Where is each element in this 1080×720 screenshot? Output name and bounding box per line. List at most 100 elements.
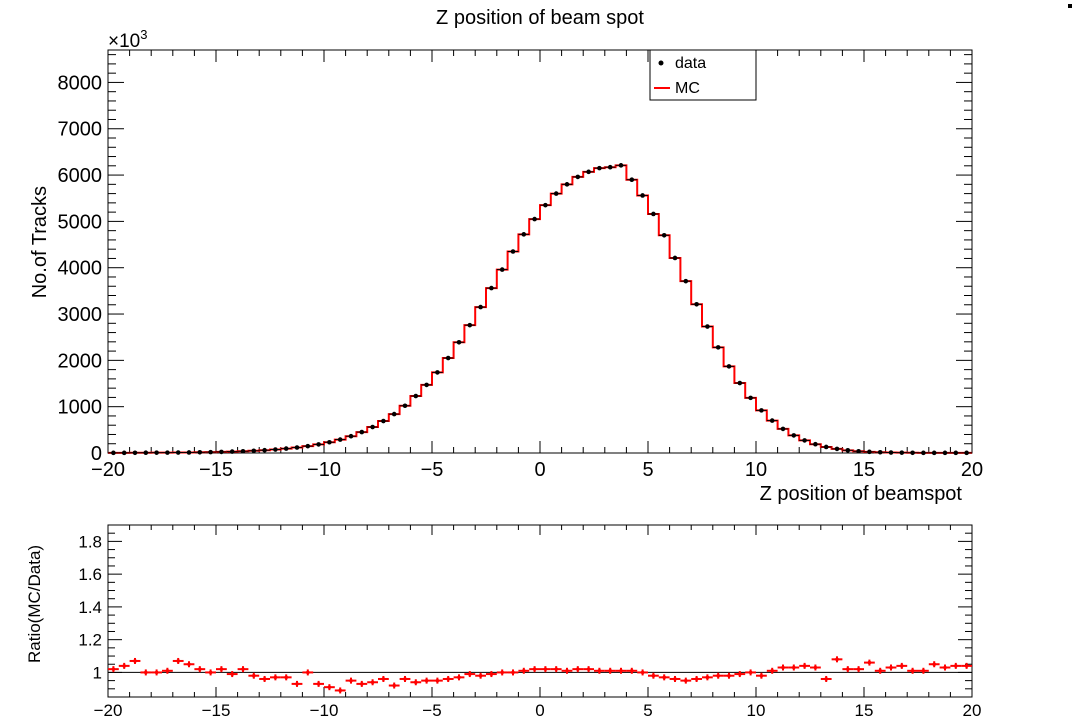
ratio-x-tick-label: 15 (855, 701, 874, 720)
ratio-point (198, 667, 202, 671)
ratio-point (662, 675, 666, 680)
ratio-point (403, 677, 407, 681)
data-point (478, 304, 483, 310)
ratio-point (511, 670, 515, 675)
ratio-point (111, 667, 116, 671)
ratio-point (889, 665, 893, 670)
y-tick-label: 7000 (58, 119, 103, 141)
ratio-point (154, 670, 159, 675)
data-point (186, 450, 192, 455)
data-point (219, 449, 224, 455)
data-point (802, 438, 807, 443)
data-point (111, 450, 116, 456)
x-tick-label: −20 (91, 459, 125, 481)
ratio-point (619, 668, 623, 673)
ratio-point (360, 682, 364, 686)
ratio-x-tick-labels: −20 −15 −10 −5 0 5 10 15 20 (94, 701, 982, 720)
ratio-point (770, 668, 774, 673)
ratio-point (878, 668, 882, 673)
data-point (888, 450, 894, 455)
mc-step-line (108, 164, 972, 454)
data-point (283, 446, 289, 451)
data-point (175, 450, 181, 455)
data-point (402, 403, 408, 409)
data-point (294, 445, 300, 450)
ratio-point (500, 670, 505, 675)
ratio-y-tick-label: 1.4 (78, 598, 102, 617)
data-point (370, 424, 375, 430)
data-point (305, 443, 311, 449)
data-point (953, 450, 959, 456)
data-point (694, 302, 699, 307)
ratio-point (727, 673, 731, 678)
ratio-point (867, 660, 872, 665)
data-point (208, 449, 213, 455)
data-point (327, 439, 332, 445)
ratio-point (694, 677, 699, 681)
ratio-point (273, 675, 278, 680)
data-point (931, 450, 937, 456)
ratio-plot-frame (107, 524, 973, 698)
ratio-y-tick-label: 1 (93, 663, 102, 682)
ratio-point (489, 672, 494, 676)
data-point (942, 450, 948, 456)
ratio-point (262, 677, 267, 681)
ratio-point (349, 678, 353, 683)
data-point (337, 437, 343, 442)
y-multiplier: ×103 (108, 27, 147, 52)
ratio-point (338, 688, 343, 693)
ratio-point (370, 680, 375, 685)
ratio-point (921, 668, 926, 673)
ratio-point (522, 668, 526, 673)
data-point (759, 408, 764, 413)
x-tick-label: −5 (421, 459, 444, 481)
data-point (240, 448, 246, 454)
data-point (899, 450, 905, 455)
ratio-point (586, 667, 591, 671)
ratio-point (576, 667, 580, 671)
ratio-points (108, 656, 972, 694)
legend-data-marker (658, 60, 664, 66)
data-point (910, 450, 915, 456)
ratio-point (327, 685, 332, 689)
ratio-point (306, 670, 310, 675)
ratio-point (252, 673, 256, 678)
ratio-point (651, 673, 656, 678)
data-point (921, 450, 926, 456)
y-tick-label: 5000 (58, 211, 103, 233)
ratio-point (165, 668, 170, 673)
data-point (348, 433, 354, 439)
y-tick-label: 6000 (58, 165, 103, 187)
ratio-point (716, 673, 720, 678)
data-point (197, 450, 203, 455)
x-tick-label: 15 (853, 459, 875, 481)
y-tick-label: 4000 (58, 258, 103, 280)
legend-mc-label: MC (675, 80, 700, 97)
data-point (229, 449, 235, 454)
data-point (877, 449, 883, 455)
ratio-point (532, 667, 537, 671)
ratio-x-tick-label: 5 (643, 701, 652, 720)
ratio-point (316, 682, 321, 686)
data-point (618, 163, 624, 168)
y-tick-label: 2000 (58, 350, 103, 372)
data-point (143, 450, 149, 456)
ratio-x-tick-label: 20 (963, 701, 982, 720)
ratio-point (219, 667, 224, 671)
ratio-point (781, 665, 785, 670)
data-point (780, 426, 786, 432)
x-tick-label: −10 (307, 459, 341, 481)
x-tick-label: 10 (745, 459, 767, 481)
ratio-panel: −20 −15 −10 −5 0 5 10 15 20 1 1.2 1.4 1.6 1.8 Ratio(… (25, 524, 982, 720)
ratio-point (900, 664, 904, 668)
data-point (586, 169, 591, 175)
ratio-x-tick-label: −5 (422, 701, 441, 720)
data-point (964, 450, 969, 456)
ratio-point (122, 664, 126, 668)
ratio-point (640, 670, 645, 675)
main-y-tick-labels: 0 1000 2000 3000 4000 5000 6000 7000 8000 (58, 72, 103, 465)
data-point (683, 278, 689, 284)
data-point (391, 411, 397, 417)
ratio-point (943, 665, 947, 670)
ratio-point (846, 667, 850, 671)
